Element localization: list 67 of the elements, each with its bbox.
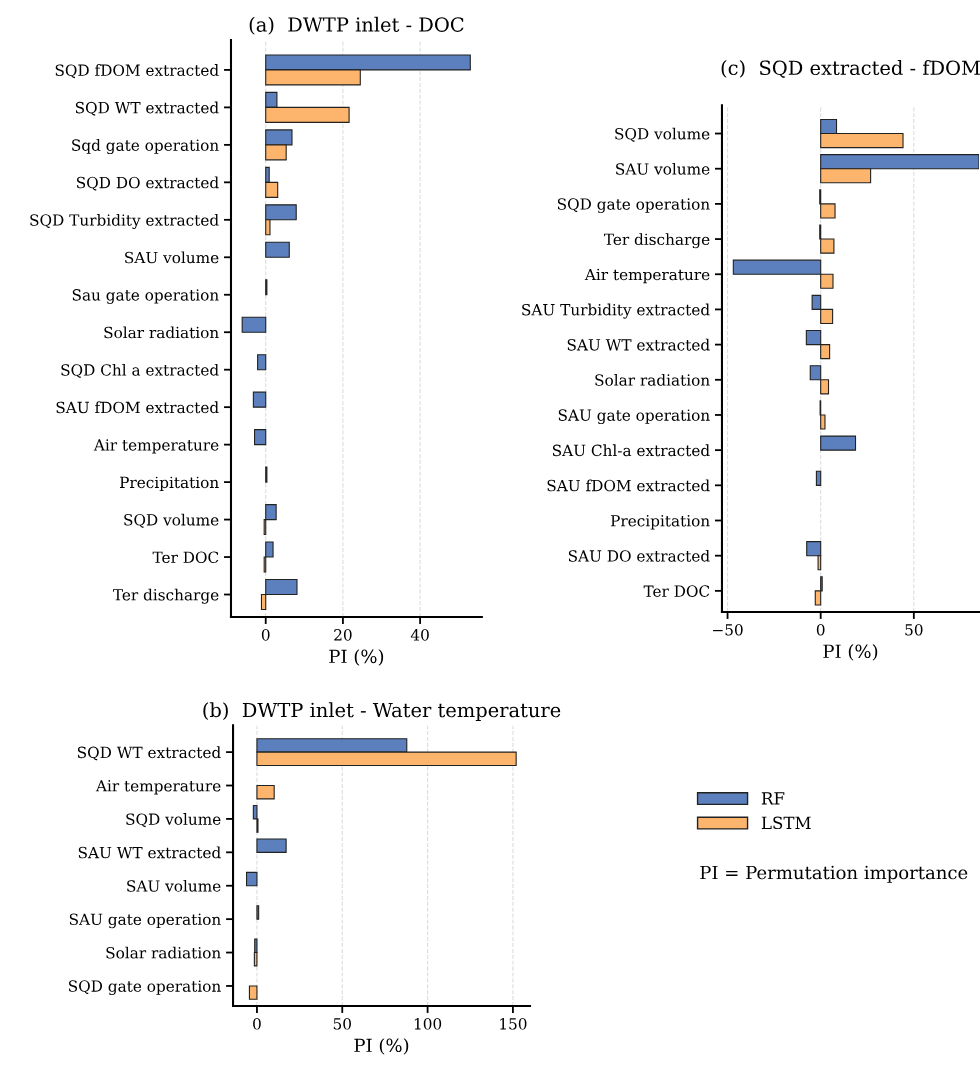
y-tick-label: SAU Chl-a extracted [552,444,710,457]
y-tick-label: SAU gate operation [558,409,710,425]
x-tick-label: 150 [500,1018,527,1030]
bar [820,435,857,451]
x-tick-label: 100 [414,1018,442,1030]
x-axis-title: PI (%) [354,1038,409,1055]
y-tick-label: SAU volume [127,879,221,892]
y-tick-label: SAU volume [616,162,710,175]
y-tick-label: SQD WT extracted [75,101,219,116]
y-tick-label: SQD volume [615,127,710,142]
bar [248,985,258,1000]
y-tick-label: Precipitation [610,515,710,530]
y-tick-label: Precipitation [119,476,219,492]
x-tick-label: 0 [253,1018,261,1030]
y-tick-label: SAU fDOM extracted [547,479,710,492]
y-tick-label: SQD gate operation [69,980,221,996]
y-tick-label: SQD fDOM extracted [55,64,219,79]
y-tick-label: SAU DO extracted [568,549,710,562]
y-tick-label: SAU WT extracted [78,846,221,859]
y-tick-label: SAU Turbidity extracted [522,303,710,319]
y-tick-label: Ter discharge [603,233,710,249]
y-tick-label: SQD Turbidity extracted [30,214,219,230]
x-tick-label: 0 [816,624,825,636]
y-tick-label: Air temperature [93,439,219,454]
bar [253,429,267,446]
x-tick-label: −50 [713,624,743,636]
y-tick-label: Ter DOC [152,551,219,564]
x-axis-title: PI (%) [823,644,878,661]
y-tick-label: Ter discharge [112,588,219,604]
y-tick-label: Solar radiation [595,373,710,386]
x-tick-label: 50 [333,1018,351,1030]
y-tick-label: SAU gate operation [69,913,221,929]
y-tick-label: SQD WT extracted [77,746,221,761]
bar [815,470,822,486]
y-tick-label: SAU volume [125,251,219,264]
y-tick-label: Solar radiation [106,946,221,959]
x-tick-label: 20 [334,629,352,641]
bar [245,871,258,887]
bar [252,391,267,408]
y-tick-label: Solar radiation [104,326,219,339]
bar [265,241,290,258]
y-tick-label: SQD volume [124,513,219,528]
bar [241,316,267,333]
y-tick-label: Ter DOC [643,585,710,597]
chart-title: (c) SQD extracted - fDOM [721,60,980,78]
y-tick-label: Air temperature [95,780,221,795]
y-tick-label: SQD Chl a extracted [61,363,219,378]
y-tick-label: SQD volume [126,813,221,828]
x-tick-label: 0 [261,629,270,641]
bar [256,838,287,853]
bar [257,354,267,371]
legend-label: LSTM [761,816,811,830]
x-tick-label: 40 [410,629,429,641]
y-tick-label: SAU fDOM extracted [56,401,219,414]
y-tick-label: Sqd gate operation [72,139,219,155]
chart-title: (b) DWTP inlet - Water temperature [203,702,561,722]
y-tick-label: SAU WT extracted [567,338,710,351]
y-tick-label: SQD DO extracted [77,176,219,191]
y-tick-label: Sau gate operation [72,289,219,304]
y-tick-label: Air temperature [584,268,710,284]
legend-label: RF [761,792,785,805]
y-tick-label: SQD gate operation [557,198,710,213]
x-axis-title: PI (%) [329,649,384,666]
x-tick-label: 50 [905,624,923,636]
text: PI = Permutation importance [700,865,968,883]
chart-title: (a) DWTP inlet - DOC [249,16,464,35]
bar [256,784,275,800]
